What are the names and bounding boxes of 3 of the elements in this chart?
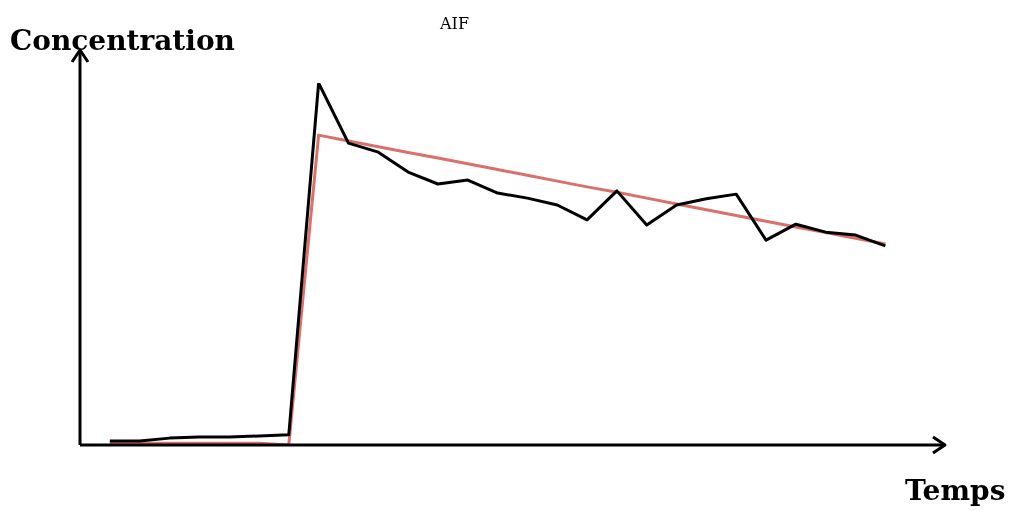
- y-axis-title: Concentration: [10, 24, 235, 57]
- x-axis-title: Temps: [905, 474, 1006, 507]
- chart-title: AIF: [440, 14, 469, 33]
